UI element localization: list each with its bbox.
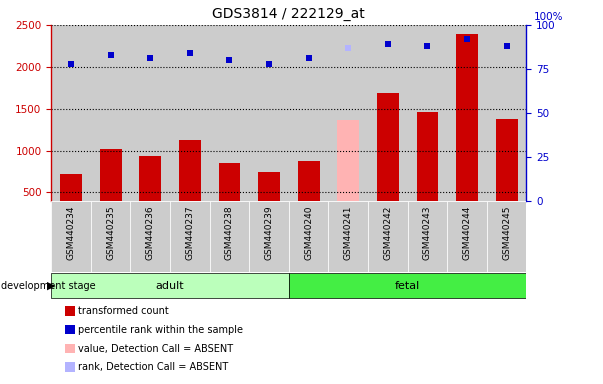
Text: GSM440236: GSM440236 [146,206,155,260]
Bar [408,25,447,201]
Bar [377,93,399,234]
Bar [447,25,487,201]
Text: GSM440241: GSM440241 [344,206,353,260]
Text: ▶: ▶ [47,281,55,291]
Bar [298,161,320,234]
Bar [51,201,91,272]
Bar [487,201,526,272]
Bar [130,25,170,201]
Bar [368,25,408,201]
Point [343,45,353,51]
Point [304,55,314,61]
Bar [179,140,201,234]
Point [185,50,195,56]
Bar [329,25,368,201]
Bar [130,201,170,272]
Bar [456,34,478,234]
Text: GSM440245: GSM440245 [502,206,511,260]
Bar [91,201,130,272]
Text: 100%: 100% [534,12,563,22]
Bar [60,174,82,234]
Bar [496,119,517,234]
Text: development stage: development stage [1,281,96,291]
Text: percentile rank within the sample: percentile rank within the sample [78,325,244,335]
Point [423,43,432,49]
Bar [487,25,526,201]
Bar [218,163,241,234]
Bar [51,25,91,201]
Text: GSM440239: GSM440239 [265,206,274,260]
Bar [289,201,329,272]
Text: transformed count: transformed count [78,306,169,316]
Bar [289,273,526,298]
Bar [249,201,289,272]
Text: GSM440242: GSM440242 [384,206,393,260]
Point [264,61,274,67]
Point [502,43,511,49]
Bar [99,149,122,234]
Bar [91,25,130,201]
Bar [170,25,210,201]
Point [106,52,116,58]
Point [145,55,155,61]
Bar [417,112,438,234]
Text: GSM440235: GSM440235 [106,206,115,260]
Text: GSM440237: GSM440237 [185,206,194,260]
Bar [210,25,249,201]
Text: GSM440240: GSM440240 [304,206,313,260]
Bar [447,201,487,272]
Title: GDS3814 / 222129_at: GDS3814 / 222129_at [212,7,365,21]
Text: GSM440244: GSM440244 [463,206,472,260]
Bar [329,201,368,272]
Point [383,41,393,47]
Point [224,57,234,63]
Text: GSM440243: GSM440243 [423,206,432,260]
Bar [170,201,210,272]
Bar [289,25,329,201]
Text: adult: adult [156,281,185,291]
Bar [337,121,359,234]
Bar [258,172,280,234]
Bar [210,201,249,272]
Text: GSM440234: GSM440234 [66,206,75,260]
Bar [408,201,447,272]
Bar [139,156,161,234]
Text: fetal: fetal [395,281,420,291]
Text: value, Detection Call = ABSENT: value, Detection Call = ABSENT [78,344,233,354]
Bar [368,201,408,272]
Bar [249,25,289,201]
Point [462,36,472,42]
Text: rank, Detection Call = ABSENT: rank, Detection Call = ABSENT [78,362,229,372]
Text: GSM440238: GSM440238 [225,206,234,260]
Point [66,61,76,67]
Bar [51,273,289,298]
